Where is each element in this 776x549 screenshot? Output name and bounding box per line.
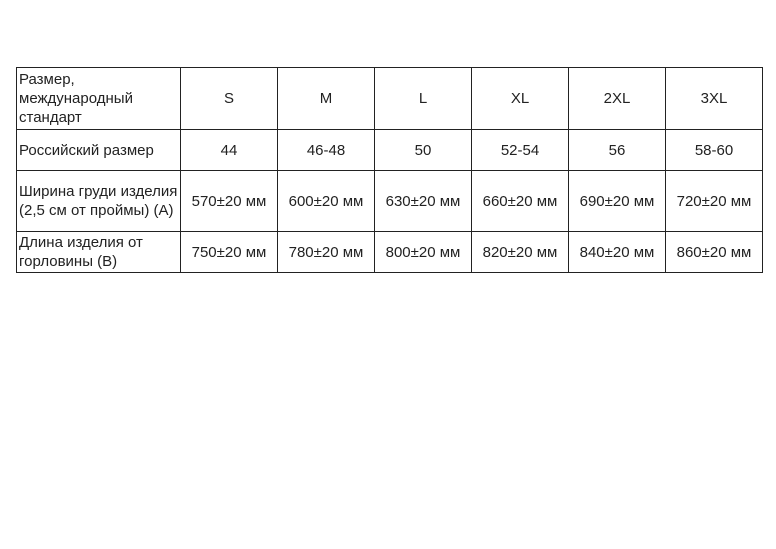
row-label: Размер, международный стандарт <box>16 67 181 130</box>
table-cell: 44 <box>180 129 278 171</box>
table-cell: 840±20 мм <box>568 231 666 273</box>
table-cell: M <box>277 67 375 130</box>
table-cell: 46-48 <box>277 129 375 171</box>
international-size-row: Размер, международный стандарт S M L XL 2XL 3X… <box>16 67 763 130</box>
table-cell: 56 <box>568 129 666 171</box>
table-cell: 50 <box>374 129 472 171</box>
garment-length-row: Длина изделия от горловины (В) 750±20 мм 7… <box>16 231 763 273</box>
row-label: Ширина груди изделия (2,5 см от проймы) … <box>16 170 181 232</box>
table-cell: 3XL <box>665 67 763 130</box>
table-cell: 820±20 мм <box>471 231 569 273</box>
row-label: Длина изделия от горловины (В) <box>16 231 181 273</box>
table-cell: 800±20 мм <box>374 231 472 273</box>
table-cell: XL <box>471 67 569 130</box>
table-cell: 570±20 мм <box>180 170 278 232</box>
table-cell: 600±20 мм <box>277 170 375 232</box>
russian-size-row: Российский размер 44 46-48 50 52-54 56 58-60 <box>16 129 763 171</box>
table-cell: 860±20 мм <box>665 231 763 273</box>
table-cell: 690±20 мм <box>568 170 666 232</box>
size-chart-table: Размер, международный стандарт S M L XL 2XL 3X… <box>16 67 763 273</box>
table-cell: 630±20 мм <box>374 170 472 232</box>
table-cell: 52-54 <box>471 129 569 171</box>
row-label: Российский размер <box>16 129 181 171</box>
table-cell: 2XL <box>568 67 666 130</box>
table-cell: 58-60 <box>665 129 763 171</box>
table-cell: 750±20 мм <box>180 231 278 273</box>
table-cell: L <box>374 67 472 130</box>
table-cell: 780±20 мм <box>277 231 375 273</box>
table-cell: S <box>180 67 278 130</box>
table-cell: 660±20 мм <box>471 170 569 232</box>
chest-width-row: Ширина груди изделия (2,5 см от проймы) … <box>16 170 763 232</box>
table-cell: 720±20 мм <box>665 170 763 232</box>
